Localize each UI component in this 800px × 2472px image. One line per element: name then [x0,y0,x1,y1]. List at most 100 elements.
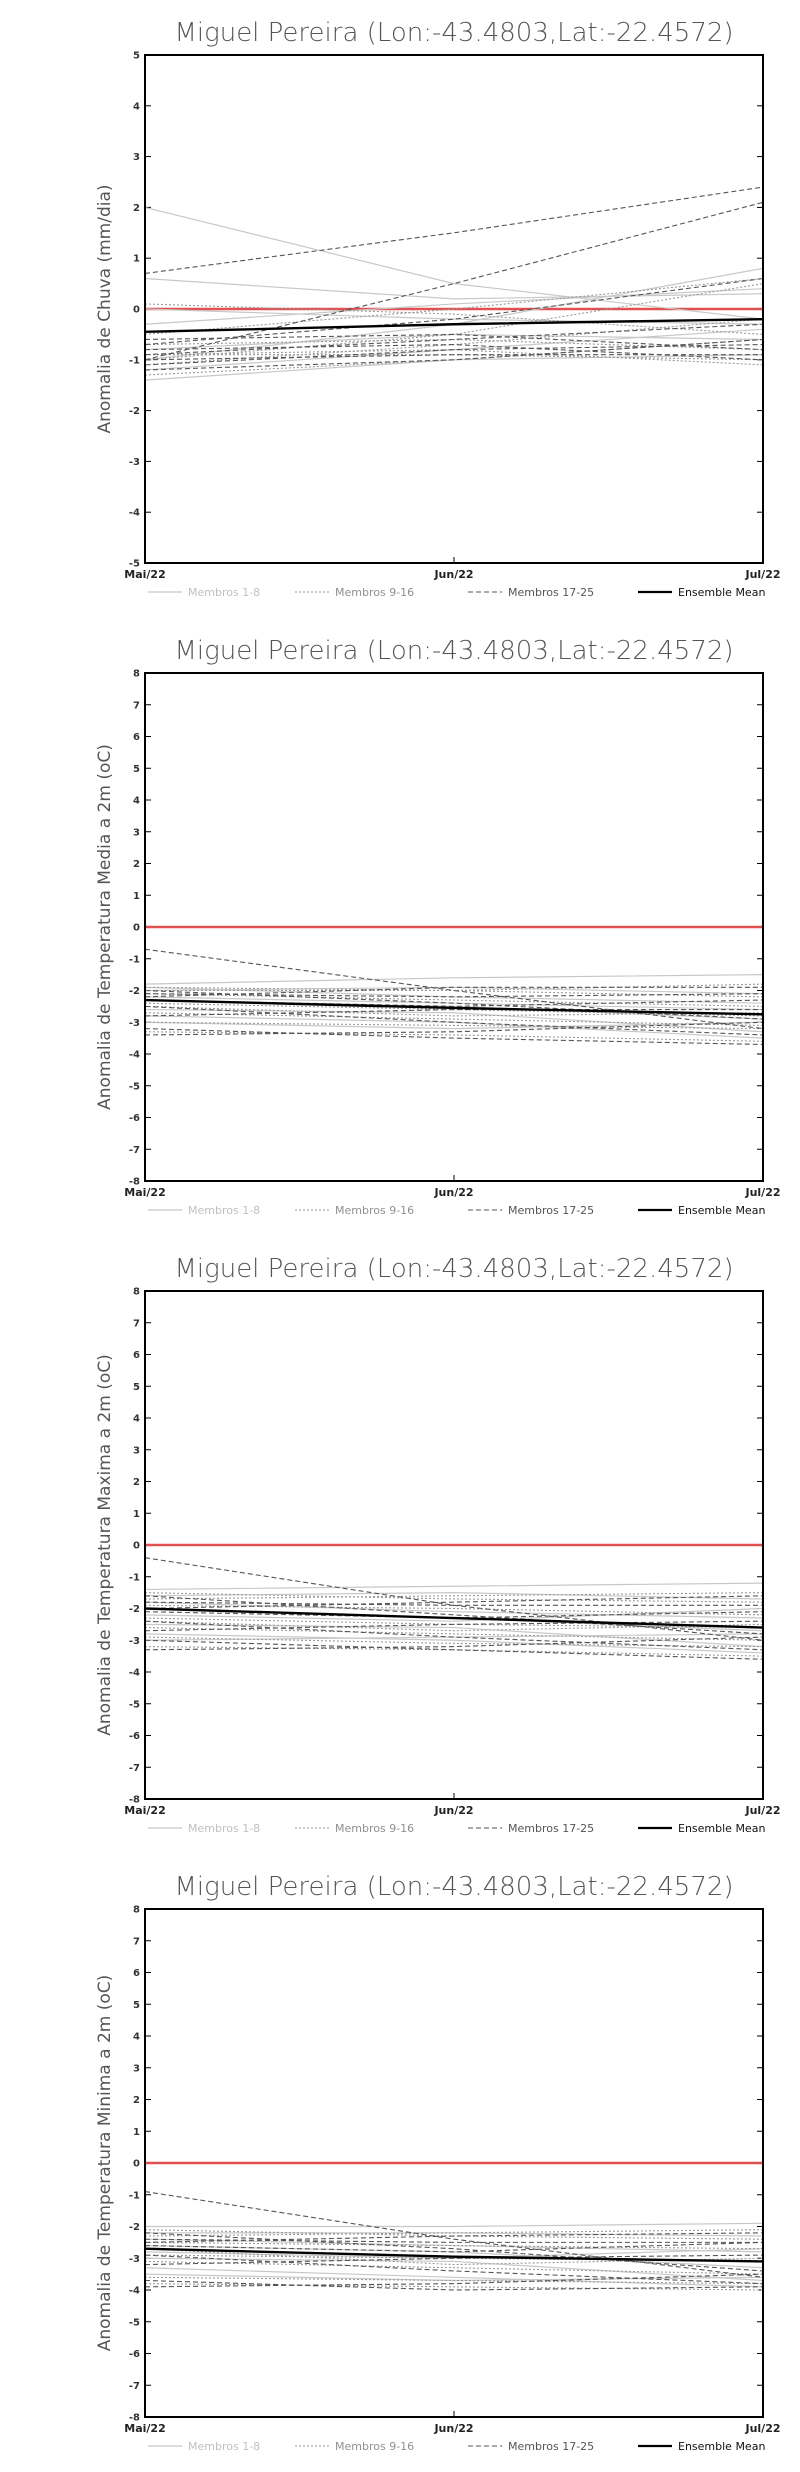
member-series-line-23 [144,1005,764,1036]
y-tick-label: 8 [133,1287,140,1298]
legend-label: Membros 1-8 [188,1204,260,1217]
y-tick-label: 1 [133,1509,140,1520]
y-tick-label: 7 [133,1318,140,1329]
y-tick-label: 3 [133,152,140,163]
y-tick-label: 3 [133,2063,140,2074]
y-tick-label: -4 [129,508,140,519]
x-tick-label: Mai/22 [124,1186,165,1199]
legend-label: Membros 9-16 [335,2440,414,2453]
y-tick-label: 8 [133,669,140,680]
member-series-line-18 [144,1595,764,1610]
legend-label: Membros 17-25 [508,1204,594,1217]
member-series-line-21 [144,989,764,1020]
y-tick-label: -6 [129,1113,140,1124]
member-series-line-19 [144,1639,764,1660]
y-axis-label: Anomalia de Temperatura Media a 2m (oC) [95,744,115,1110]
y-tick-label: 1 [133,254,140,265]
member-series-line-17 [144,1557,764,1641]
member-series-line-24 [144,1601,763,1606]
y-tick-label: 6 [133,1350,140,1361]
member-series-line-21 [144,1595,764,1635]
y-tick-label: -5 [129,2317,140,2328]
member-series-line-16 [144,1636,764,1648]
member-series-line-12 [144,993,764,1007]
ensemble-mean-line [144,317,764,334]
y-tick-label: 0 [133,1541,140,1552]
member-series-line-13 [144,1627,764,1641]
x-tick-label: Mai/22 [124,1804,165,1817]
y-tick-label: 1 [133,891,140,902]
member-series-line-10 [145,354,764,361]
chart-panel-4: Miguel Pereira (Lon:-43.4803,Lat:-22.457… [95,1872,781,2453]
member-series-line-11 [144,1031,764,1042]
member-series-line-13 [144,2260,764,2275]
chart-title: Miguel Pereira (Lon:-43.4803,Lat:-22.457… [174,1254,733,1284]
legend-label: Membros 9-16 [335,1822,414,1835]
y-tick-label: 4 [133,796,140,807]
legend-label: Membros 1-8 [188,586,260,599]
y-tick-label: -1 [129,954,140,965]
y-axis-label: Anomalia de Chuva (mm/dia) [95,184,115,433]
legend-label: Ensemble Mean [678,1822,765,1835]
member-series-line-1 [144,1582,764,1591]
chart-panel-1: Miguel Pereira (Lon:-43.4803,Lat:-22.457… [95,18,781,599]
member-series-line-11 [144,2283,764,2291]
member-series-line-19 [144,1028,764,1046]
x-tick-label: Jul/22 [744,1804,780,1817]
y-tick-label: -2 [129,986,140,997]
y-tick-label: 5 [133,51,140,62]
member-series-line-15 [144,303,764,335]
member-series-line-10 [144,1002,764,1017]
plot-frame [144,1290,764,1800]
legend-label: Ensemble Mean [678,586,765,599]
y-tick-label: -4 [129,1050,140,1061]
member-series-line-17 [144,2191,764,2278]
y-tick-label: 3 [133,827,140,838]
member-series-line-13 [144,338,764,351]
y-tick-label: -1 [129,355,140,366]
y-tick-label: -3 [129,1636,140,1647]
plot-frame [144,1908,764,2418]
member-series-line-9 [144,2229,764,2237]
member-series-line-21 [144,323,764,356]
member-series-line-19 [144,2279,764,2291]
x-tick-label: Mai/22 [124,568,165,581]
y-tick-label: 6 [133,1968,140,1979]
x-tick-label: Jun/22 [433,568,473,581]
chart-panel-3: Miguel Pereira (Lon:-43.4803,Lat:-22.457… [95,1254,781,1835]
member-series-line-14 [144,1592,764,1603]
x-tick-label: Jun/22 [433,1804,473,1817]
member-series-line-14 [144,2229,764,2240]
member-series-line-4 [144,1592,764,1600]
y-tick-label: 4 [133,1414,140,1425]
member-series-line-6 [144,996,764,1011]
y-tick-label: 5 [133,764,140,775]
member-series-line-23 [144,1620,764,1651]
y-tick-label: -2 [129,406,140,417]
chart-title: Miguel Pereira (Lon:-43.4803,Lat:-22.457… [174,1872,733,1902]
member-series-line-15 [144,2248,764,2266]
member-series-line-6 [144,1601,764,1619]
y-tick-label: 5 [133,2000,140,2011]
member-series-line-23 [144,2254,764,2285]
legend-label: Ensemble Mean [678,2440,765,2453]
member-series-line-16 [144,349,764,366]
member-series-line-25 [144,1636,764,1651]
legend-label: Membros 17-25 [508,586,594,599]
member-series-line-18 [144,201,764,361]
y-tick-label: 3 [133,1445,140,1456]
member-series-line-15 [144,1620,764,1632]
member-series-line-7 [144,986,764,1004]
member-series-line-1 [144,206,764,320]
y-tick-label: -8 [129,1177,140,1188]
y-tick-label: -1 [129,2190,140,2201]
legend-label: Membros 9-16 [335,586,414,599]
y-tick-label: -5 [129,559,140,570]
member-series-line-3 [144,1021,764,1030]
member-series-line-6 [144,333,764,351]
y-tick-label: -5 [129,1081,140,1092]
y-tick-label: 6 [133,732,140,743]
y-tick-label: -3 [129,1018,140,1029]
member-series-line-8 [144,2267,764,2288]
y-tick-label: -1 [129,1572,140,1583]
